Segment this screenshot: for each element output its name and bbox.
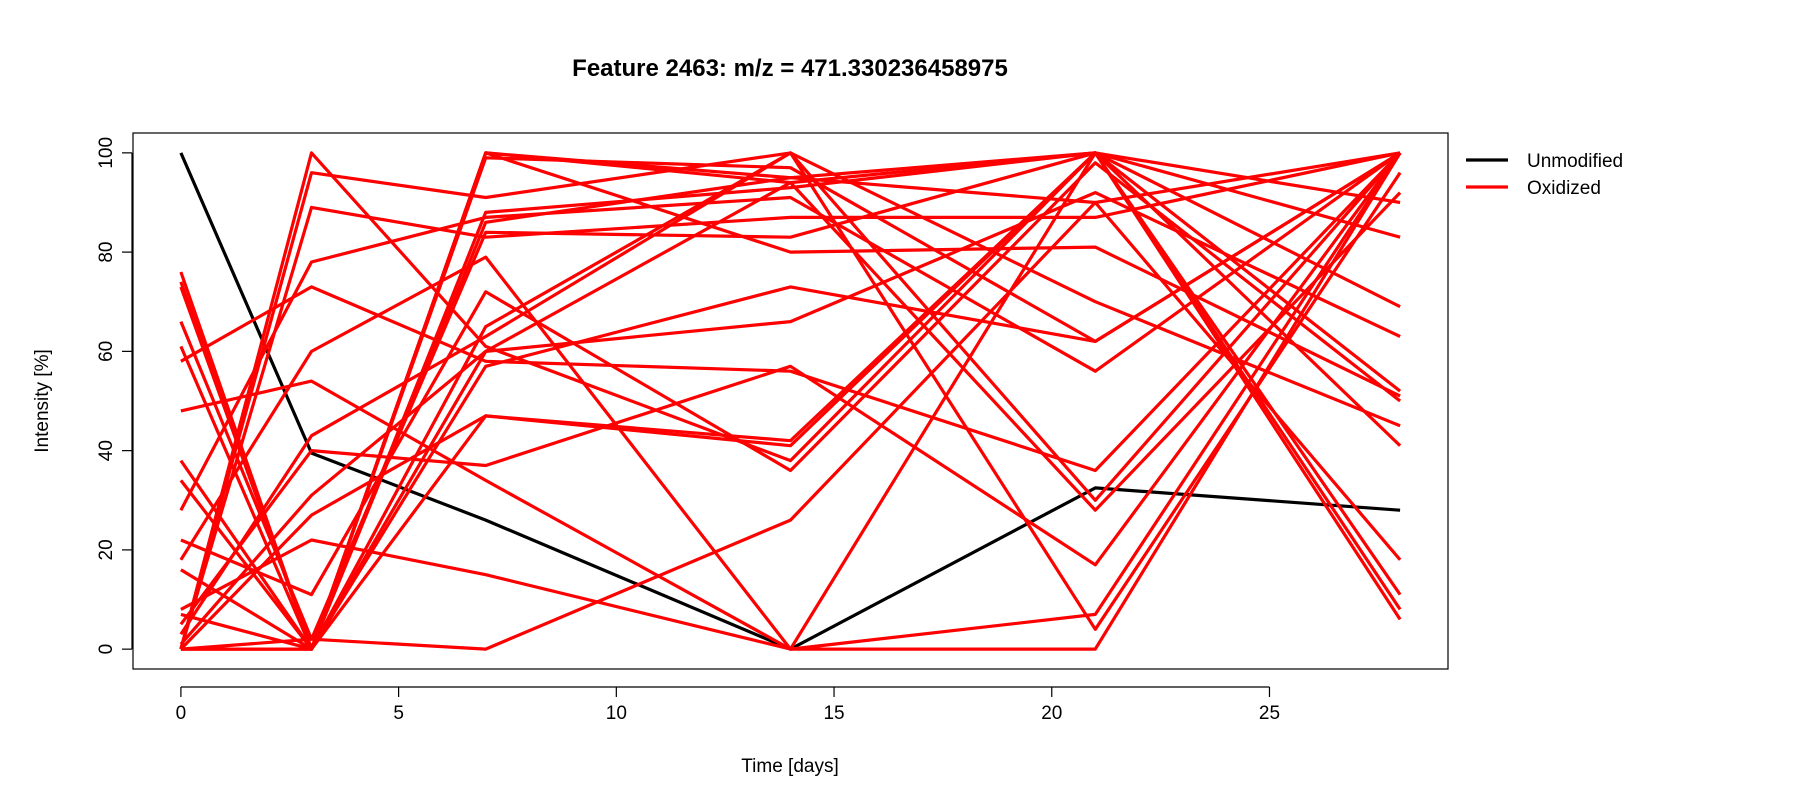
y-axis-label: Intensity [%] [32,349,53,453]
legend: Unmodified Oxidized [1466,151,1623,199]
x-tick-label: 10 [606,703,627,724]
series-line-oxidized-9 [180,151,1402,473]
y-tick-label: 80 [96,242,117,263]
series-line-oxidized-16 [180,151,1401,651]
y-tick-label: 100 [96,137,117,169]
series-line-oxidized-22 [179,151,1401,651]
series-line-oxidized-24 [180,181,1402,651]
series-line-oxidized-11 [179,176,1402,651]
x-tick-label: 15 [823,703,844,724]
legend-label-oxidized: Oxidized [1527,178,1601,199]
x-axis-label: Time [days] [741,756,839,777]
series-line-oxidized-8 [179,151,1401,651]
chart-title: Feature 2463: m/z = 471.330236458975 [572,55,1008,82]
series-line-oxidized-2 [179,151,1402,650]
series-line-oxidized-13 [179,151,1402,511]
plot-box [132,132,1449,670]
series-layer [179,151,1402,651]
y-tick-label: 0 [96,644,117,655]
series-line-oxidized-18 [180,151,1401,651]
legend-label-unmodified: Unmodified [1527,151,1623,172]
series-line-oxidized-17 [180,152,1402,651]
y-axis: 0 20 40 60 80 100 [96,137,133,655]
x-tick-label: 20 [1041,703,1062,724]
series-line-oxidized-15 [179,151,1402,651]
series-line-oxidized-21 [179,191,1401,646]
series-line-oxidized-14 [180,161,1402,597]
y-tick-label: 60 [96,341,117,362]
x-axis: 0 5 10 15 20 25 [176,686,1280,724]
series-line-oxidized-19 [179,151,1402,626]
x-tick-label: 0 [176,703,187,724]
y-tick-label: 40 [96,440,117,461]
series-line-oxidized-25 [180,151,1402,651]
series-line-oxidized-1 [179,151,1401,650]
x-tick-label: 5 [393,703,404,724]
x-tick-label: 25 [1259,703,1280,724]
series-line-oxidized-20 [179,151,1402,636]
series-line-oxidized-3 [179,151,1401,650]
y-tick-label: 20 [96,539,117,560]
